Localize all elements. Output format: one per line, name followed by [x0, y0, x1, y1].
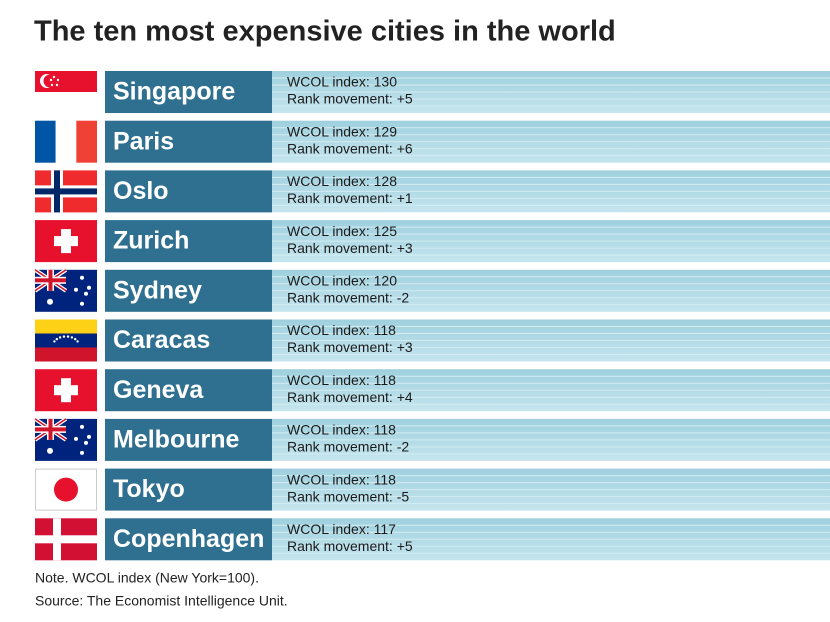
flag-part — [53, 340, 56, 343]
rank-movement: Rank movement: +6 — [287, 140, 413, 156]
title: The ten most expensive cities in the wor… — [34, 16, 616, 48]
flag-part — [54, 477, 78, 502]
note: Note. WCOL index (New York=100). — [35, 570, 259, 586]
flag-part — [74, 287, 78, 292]
flag-part — [55, 83, 59, 87]
rank-movement: Rank movement: +1 — [287, 190, 413, 206]
flag-part — [35, 188, 97, 195]
flag-part — [35, 535, 97, 544]
flag-part — [80, 275, 84, 280]
flag-part — [73, 337, 77, 341]
city-name: Oslo — [113, 177, 169, 205]
flag-part — [54, 385, 78, 396]
flag-part — [35, 333, 97, 348]
city-box — [105, 269, 272, 312]
city-box — [105, 71, 272, 113]
wcol-index: WCOL index: 118 — [287, 471, 396, 487]
wcol-index: WCOL index: 129 — [287, 123, 397, 139]
flag-part — [87, 434, 91, 439]
flag-part — [55, 337, 59, 341]
city-box — [105, 170, 272, 213]
city-box — [105, 518, 272, 561]
city-box — [105, 319, 272, 362]
flag-border — [35, 468, 97, 511]
city-box — [105, 418, 272, 461]
flag-part — [74, 436, 78, 441]
flag-part — [35, 427, 66, 432]
flag-part — [66, 335, 70, 338]
rank-movement: Rank movement: +4 — [287, 389, 413, 405]
flag-part — [80, 301, 84, 306]
rank-movement: Rank movement: +5 — [287, 91, 413, 107]
flag-part — [49, 78, 53, 82]
flag-part — [47, 298, 53, 305]
flag-part — [52, 75, 56, 79]
city-box — [105, 369, 272, 412]
wcol-index: WCOL index: 120 — [287, 273, 397, 289]
wcol-index: WCOL index: 117 — [287, 521, 396, 537]
wcol-index: WCOL index: 118 — [287, 372, 396, 388]
flag-part — [80, 450, 84, 455]
flag-part — [50, 83, 54, 87]
flag-part — [58, 336, 62, 339]
rank-movement: Rank movement: -2 — [287, 439, 409, 455]
flag-part — [80, 424, 84, 429]
city-box — [105, 220, 272, 263]
flag-part — [84, 291, 88, 296]
city-name: Singapore — [113, 78, 235, 106]
city-name: Copenhagen — [113, 525, 264, 553]
wcol-index: WCOL index: 125 — [287, 223, 397, 239]
flag-part — [35, 278, 66, 283]
wcol-index: WCOL index: 118 — [287, 422, 396, 438]
flag-part — [35, 347, 97, 362]
flag-part — [35, 319, 97, 334]
city-name: Sydney — [113, 276, 202, 304]
flag-part — [56, 78, 60, 82]
city-name: Tokyo — [113, 475, 185, 503]
rank-movement: Rank movement: +5 — [287, 538, 413, 554]
flag-part — [62, 335, 66, 338]
rank-movement: Rank movement: +3 — [287, 339, 413, 355]
flag-part — [87, 285, 91, 290]
city-name: Zurich — [113, 227, 189, 255]
wcol-index: WCOL index: 118 — [287, 322, 396, 338]
flag-part — [54, 236, 78, 247]
flag-part — [35, 92, 97, 113]
city-name: Caracas — [113, 326, 210, 354]
wcol-index: WCOL index: 128 — [287, 173, 397, 189]
flag-part — [84, 440, 88, 445]
wcol-index: WCOL index: 130 — [287, 74, 397, 90]
flag-part — [55, 120, 77, 163]
source: Source: The Economist Intelligence Unit. — [35, 593, 288, 609]
city-name: Geneva — [113, 376, 204, 404]
flag-part — [35, 120, 56, 163]
rank-movement: Rank movement: -5 — [287, 488, 409, 504]
city-name: Paris — [113, 127, 174, 155]
city-box — [105, 468, 272, 511]
flag-part — [76, 120, 97, 163]
rank-movement: Rank movement: +3 — [287, 240, 413, 256]
flag-part — [76, 340, 79, 343]
city-name: Melbourne — [113, 426, 239, 454]
flag-part — [47, 447, 53, 454]
city-box — [105, 120, 272, 163]
rank-movement: Rank movement: -2 — [287, 290, 409, 306]
flag-part — [70, 336, 74, 339]
